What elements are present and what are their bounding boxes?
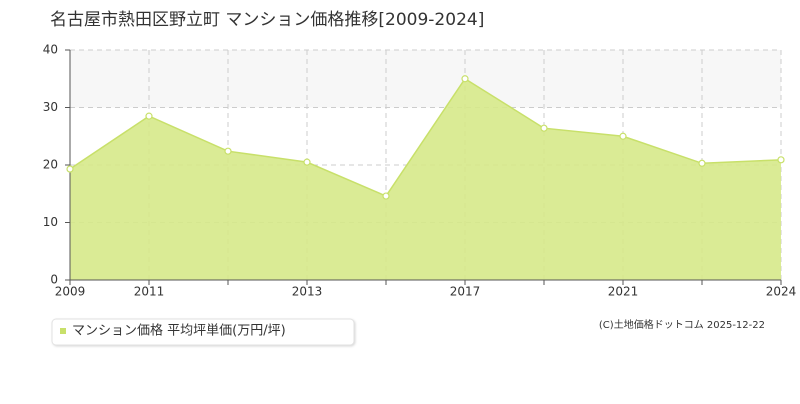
x-tick-label: 2013 <box>292 285 323 299</box>
x-tick-label: 2009 <box>55 285 86 299</box>
source-note: (C)土地価格ドットコム 2025-12-22 <box>599 318 765 331</box>
plot-band <box>70 50 781 108</box>
point <box>145 112 153 120</box>
legend-box <box>51 318 355 346</box>
y-tick-label: 0 <box>50 273 58 287</box>
y-tick-label: 10 <box>43 215 58 229</box>
x-tick-label: 2021 <box>608 285 639 299</box>
line <box>69 77 782 197</box>
area <box>70 78 781 280</box>
point <box>382 192 390 200</box>
point <box>777 156 785 164</box>
legend-marker <box>60 328 66 334</box>
chart-title: 名古屋市熱田区野立町 マンション価格推移[2009-2024] <box>50 10 484 30</box>
point <box>461 75 469 83</box>
point <box>303 158 311 166</box>
y-tick-label: 40 <box>43 43 58 57</box>
point <box>619 132 627 140</box>
x-tick-label: 2024 <box>766 285 797 299</box>
legend-label: マンション価格 平均坪単価(万円/坪) <box>72 323 286 339</box>
point <box>540 124 548 132</box>
y-tick-label: 30 <box>43 100 58 114</box>
point <box>224 147 232 155</box>
x-tick-label: 2017 <box>450 285 481 299</box>
x-tick-label: 2011 <box>134 285 165 299</box>
y-tick-label: 20 <box>43 158 58 172</box>
point <box>66 165 74 173</box>
point <box>698 159 706 167</box>
